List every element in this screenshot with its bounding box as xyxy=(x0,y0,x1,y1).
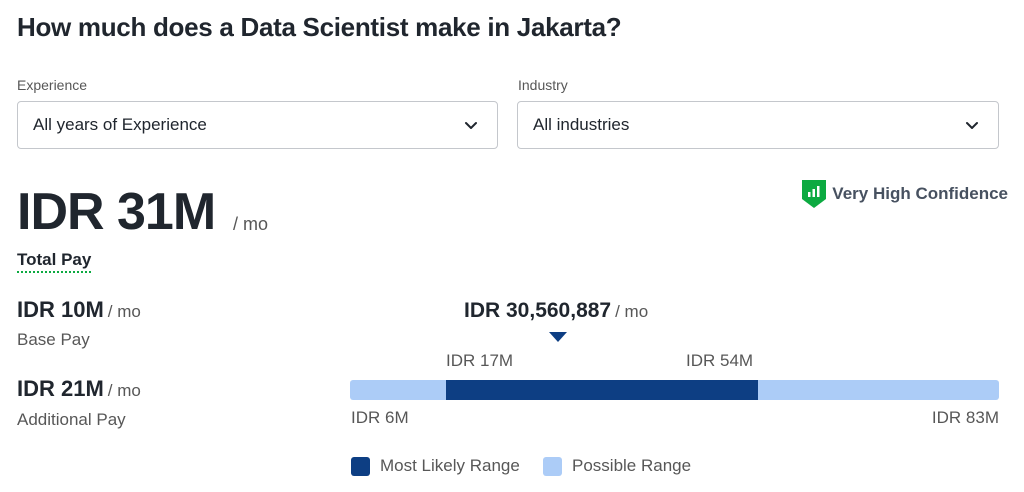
median-pointer-icon xyxy=(549,332,567,342)
likely-range-bar xyxy=(446,380,758,400)
base-pay-unit: / mo xyxy=(107,302,141,321)
bar-chart-shield-icon xyxy=(802,180,827,208)
base-pay-label: Base Pay xyxy=(17,330,90,349)
likely-swatch-icon xyxy=(351,456,370,476)
legend-likely-label: Most Likely Range xyxy=(380,456,520,475)
chevron-down-icon xyxy=(966,122,978,129)
experience-label: Experience xyxy=(17,77,88,93)
median-unit: / mo xyxy=(615,302,649,321)
total-pay-amount: IDR 31M xyxy=(17,183,216,241)
possible-swatch-icon xyxy=(543,456,562,476)
chevron-down-icon xyxy=(465,122,477,129)
possible-high-label: IDR 83M xyxy=(931,408,999,427)
industry-label: Industry xyxy=(518,77,568,93)
possible-low-label: IDR 6M xyxy=(351,408,409,427)
median-value: IDR 30,560,887 xyxy=(464,299,612,322)
page-title: How much does a Data Scientist make in J… xyxy=(17,12,622,42)
base-pay-value: IDR 10M xyxy=(17,297,104,322)
experience-select[interactable]: All years of Experience xyxy=(17,101,498,149)
likely-high-label: IDR 54M xyxy=(686,351,754,370)
legend-likely: Most Likely Range xyxy=(351,456,520,476)
total-pay-unit: / mo xyxy=(233,214,269,234)
confidence-badge: Very High Confidence xyxy=(802,180,1008,208)
industry-select-value: All industries xyxy=(533,115,630,134)
industry-select[interactable]: All industries xyxy=(517,101,999,149)
experience-select-value: All years of Experience xyxy=(33,115,207,134)
additional-pay-amount: IDR 21M / mo xyxy=(17,376,141,402)
confidence-label: Very High Confidence xyxy=(832,184,1008,203)
additional-pay-unit: / mo xyxy=(107,381,141,400)
additional-pay-value: IDR 21M xyxy=(17,376,104,401)
additional-pay-label: Additional Pay xyxy=(17,410,126,429)
total-pay-label[interactable]: Total Pay xyxy=(17,250,92,273)
median-pay: IDR 30,560,887/ mo xyxy=(464,299,648,323)
legend-possible: Possible Range xyxy=(543,456,691,476)
likely-low-label: IDR 17M xyxy=(446,351,514,370)
legend-possible-label: Possible Range xyxy=(572,456,692,475)
base-pay-amount: IDR 10M / mo xyxy=(17,297,141,323)
